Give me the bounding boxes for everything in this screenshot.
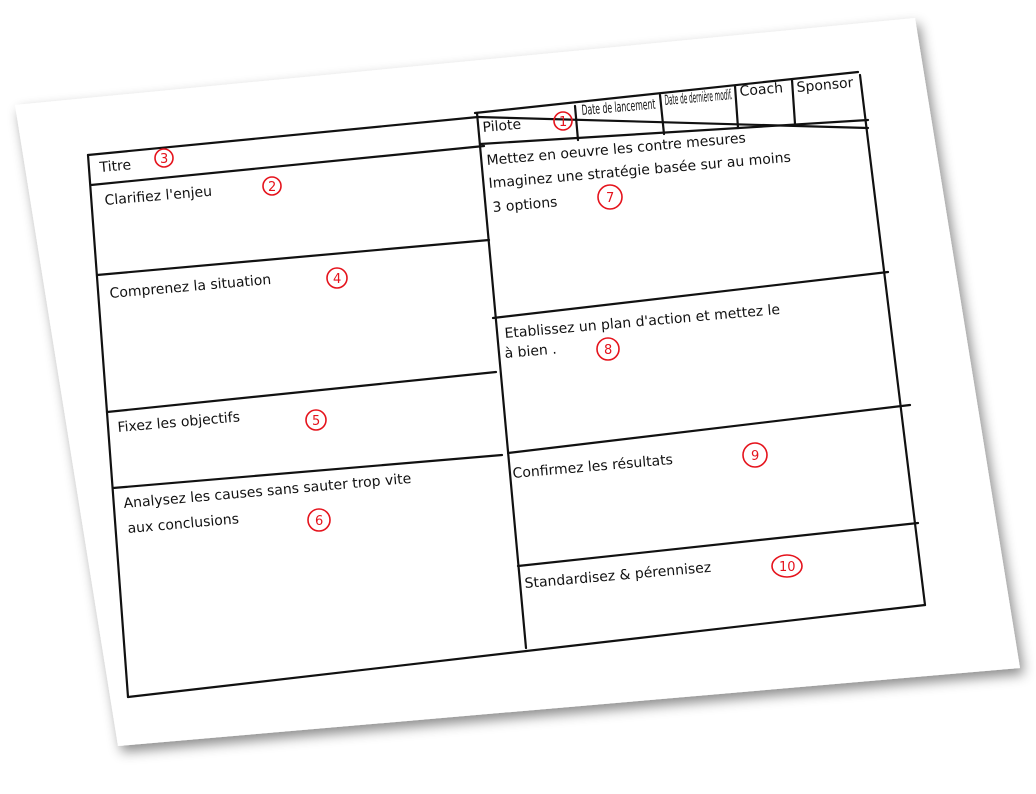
- step-number: 2: [268, 180, 276, 195]
- number-circle-icon: [305, 409, 327, 431]
- header-label: Pilote: [482, 117, 522, 136]
- header-cell-sponsor: Sponsor: [796, 75, 854, 96]
- step-number: 7: [606, 191, 614, 206]
- header-cell-coach: Coach: [739, 80, 784, 100]
- paper: [15, 18, 1020, 746]
- step-number: 8: [604, 343, 612, 358]
- header-cell-last-modified: Date de dernière modif.: [664, 87, 733, 109]
- number-circle-icon: [742, 442, 768, 468]
- number-circle-icon: [154, 148, 174, 168]
- step-number: 5: [312, 414, 320, 429]
- number-circle-icon: [262, 176, 282, 196]
- number-circle-icon: [596, 337, 620, 361]
- number-circle-icon: [326, 267, 348, 289]
- step-number: 1: [559, 115, 567, 130]
- number-circle-icon: [597, 184, 623, 210]
- header-label: Date de lancement: [581, 97, 656, 119]
- step-number: 6: [315, 514, 323, 529]
- number-circle-icon: [771, 554, 803, 578]
- header-cell-launch-date: Date de lancement: [581, 97, 656, 119]
- step-number: 4: [333, 272, 341, 287]
- section-label: à bien .: [504, 341, 557, 361]
- template-frame: [86, 70, 927, 699]
- header-label: Date de dernière modif.: [664, 87, 733, 109]
- step-number: 9: [751, 449, 759, 464]
- step-number: 10: [779, 560, 796, 575]
- number-circle-icon: [553, 111, 573, 131]
- section-label: Titre: [98, 157, 132, 176]
- number-circle-icon: [307, 508, 331, 532]
- section-label: 3 options: [492, 194, 558, 216]
- step-number: 3: [160, 152, 168, 167]
- header-cell-pilote: Pilote 1: [482, 111, 573, 136]
- section-titre: Titre 3: [98, 148, 174, 176]
